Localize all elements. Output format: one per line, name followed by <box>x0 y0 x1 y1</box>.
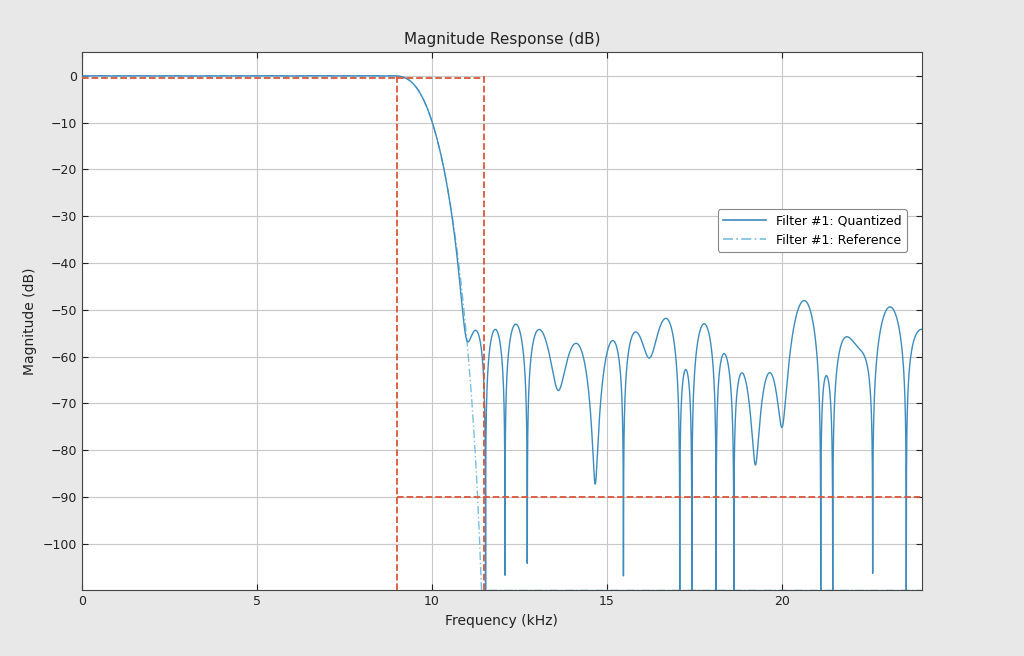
Filter #1: Quantized: (15.4, -63.5): Quantized: (15.4, -63.5) <box>614 369 627 377</box>
Filter #1: Reference: (19.3, -110): Reference: (19.3, -110) <box>750 586 762 594</box>
Filter #1: Quantized: (24, -54.2): Quantized: (24, -54.2) <box>915 325 928 333</box>
Filter #1: Quantized: (14.7, -86.9): Quantized: (14.7, -86.9) <box>589 478 601 486</box>
Filter #1: Quantized: (20.6, -48.2): Quantized: (20.6, -48.2) <box>797 297 809 305</box>
Filter #1: Reference: (24, -110): Reference: (24, -110) <box>915 586 928 594</box>
Filter #1: Reference: (7.09, 0.00904): Reference: (7.09, 0.00904) <box>324 72 336 80</box>
Title: Magnitude Response (dB): Magnitude Response (dB) <box>403 32 600 47</box>
Filter #1: Reference: (11.4, -110): Reference: (11.4, -110) <box>475 586 487 594</box>
Line: Filter #1: Quantized: Filter #1: Quantized <box>82 75 922 590</box>
Filter #1: Quantized: (0, -0.034): Quantized: (0, -0.034) <box>76 72 88 80</box>
Filter #1: Reference: (20.6, -110): Reference: (20.6, -110) <box>797 586 809 594</box>
Filter #1: Quantized: (3.02, -0.0269): Quantized: (3.02, -0.0269) <box>181 72 194 80</box>
Filter #1: Reference: (0, -0.0164): Reference: (0, -0.0164) <box>76 72 88 80</box>
Filter #1: Quantized: (7.09, 0.00852): Quantized: (7.09, 0.00852) <box>324 72 336 80</box>
Filter #1: Quantized: (17.1, -110): Quantized: (17.1, -110) <box>674 586 686 594</box>
Legend: Filter #1: Quantized, Filter #1: Reference: Filter #1: Quantized, Filter #1: Referen… <box>718 209 907 252</box>
Y-axis label: Magnitude (dB): Magnitude (dB) <box>24 268 37 375</box>
Line: Filter #1: Reference: Filter #1: Reference <box>82 76 922 590</box>
Filter #1: Quantized: (19.3, -83.2): Quantized: (19.3, -83.2) <box>750 461 762 469</box>
Filter #1: Reference: (15.4, -110): Reference: (15.4, -110) <box>614 586 627 594</box>
Filter #1: Reference: (8.87, 0.0165): Reference: (8.87, 0.0165) <box>386 72 398 80</box>
X-axis label: Frequency (kHz): Frequency (kHz) <box>445 614 558 628</box>
Filter #1: Quantized: (5.28, 0.0366): Quantized: (5.28, 0.0366) <box>260 72 272 79</box>
Filter #1: Reference: (3.02, -0.0136): Reference: (3.02, -0.0136) <box>181 72 194 80</box>
Filter #1: Reference: (14.7, -110): Reference: (14.7, -110) <box>589 586 601 594</box>
